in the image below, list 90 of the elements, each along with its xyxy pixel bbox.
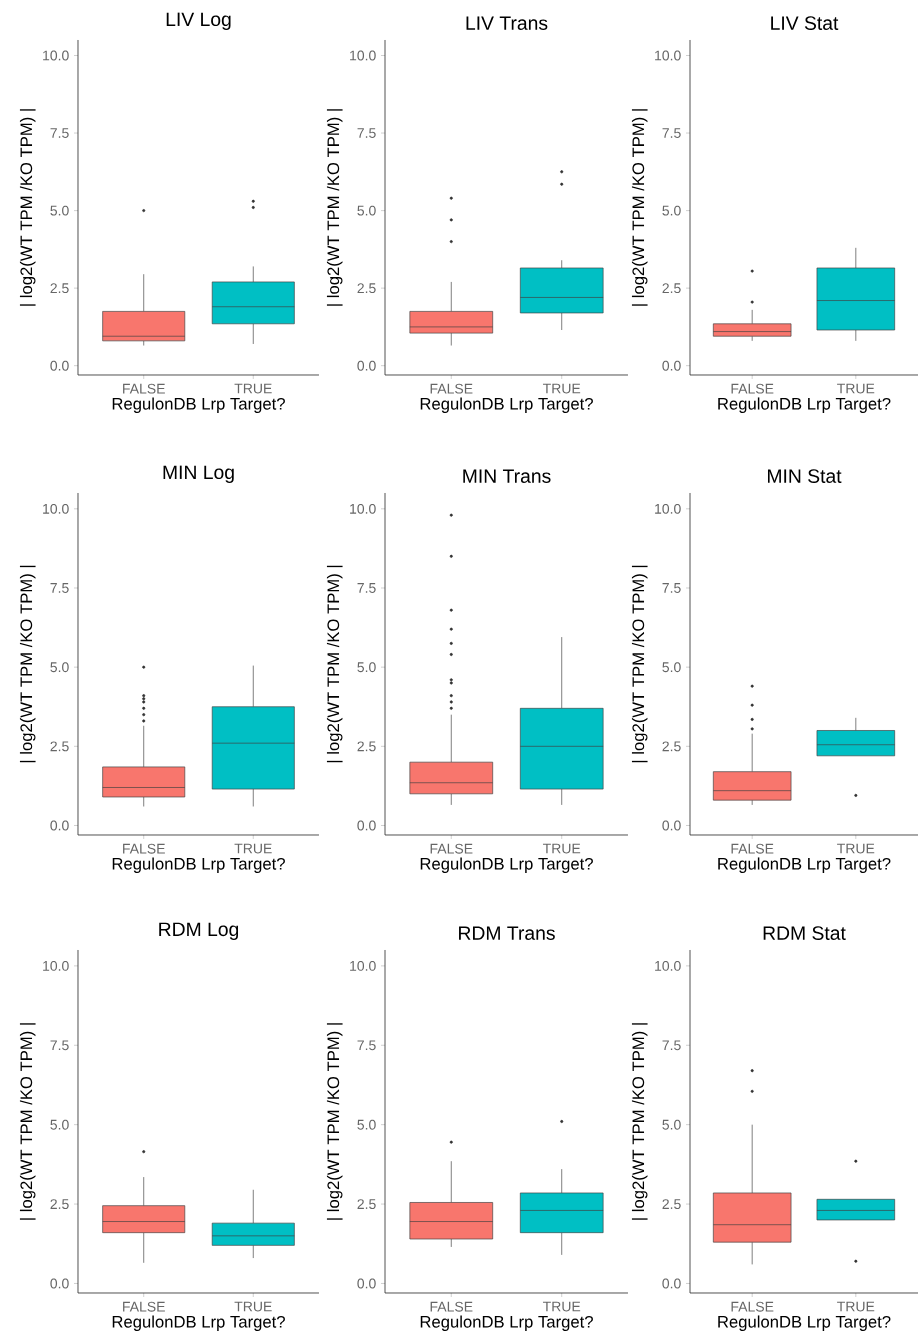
- y-tick-label: 7.5: [662, 583, 681, 593]
- x-tick-label: TRUE: [837, 843, 875, 854]
- x-tick-label: FALSE: [123, 843, 165, 854]
- x-axis-title: RegulonDB Lrp Target?: [718, 397, 891, 413]
- y-axis-title: | log2(WT TPM /KO TPM) |: [326, 1023, 343, 1220]
- y-tick-label: 5.0: [50, 662, 69, 673]
- chart-title: RDM Stat: [763, 926, 846, 940]
- y-tick-label: 0.0: [50, 1278, 69, 1289]
- chart-title: MIN Log: [163, 465, 234, 483]
- y-tick-label: 7.5: [357, 1040, 376, 1051]
- y-tick-label: 10.0: [43, 50, 69, 61]
- x-axis-title: RegulonDB Lrp Target?: [112, 857, 285, 873]
- x-tick-label: FALSE: [731, 383, 774, 394]
- x-axis-title: RegulonDB Lrp Target?: [112, 1315, 285, 1331]
- y-tick-label: 0.0: [50, 360, 69, 371]
- y-tick-label: 5.0: [662, 205, 681, 216]
- y-tick-label: 2.5: [357, 283, 376, 294]
- chart-title: RDM Trans: [459, 926, 555, 940]
- x-tick-label: FALSE: [123, 383, 165, 394]
- x-axis-title: RegulonDB Lrp Target?: [420, 1315, 593, 1331]
- y-tick-label: 7.5: [662, 128, 681, 138]
- x-axis-title: RegulonDB Lrp Target?: [112, 397, 285, 413]
- y-axis-title: | log2(WT TPM /KO TPM) |: [631, 565, 648, 763]
- x-tick-label: FALSE: [123, 1301, 165, 1312]
- x-tick-label: TRUE: [542, 383, 581, 394]
- y-tick-label: 7.5: [662, 1040, 681, 1051]
- y-tick-label: 10.0: [350, 503, 376, 514]
- y-tick-label: 10.0: [350, 960, 376, 971]
- x-tick-label: TRUE: [837, 1301, 875, 1312]
- x-tick-label: TRUE: [234, 383, 272, 394]
- y-tick-label: 2.5: [50, 1199, 69, 1210]
- y-tick-label: 0.0: [662, 1278, 681, 1289]
- y-axis-title: | log2(WT TPM /KO TPM) |: [631, 109, 648, 306]
- y-tick-label: 2.5: [50, 283, 69, 294]
- y-tick-label: 5.0: [357, 662, 376, 673]
- y-tick-label: 5.0: [357, 1119, 376, 1130]
- y-tick-label: 7.5: [50, 1040, 69, 1051]
- y-tick-label: 5.0: [662, 1119, 681, 1130]
- y-axis-title: | log2(WT TPM /KO TPM) |: [326, 565, 343, 763]
- x-axis-title: RegulonDB Lrp Target?: [420, 857, 593, 873]
- x-tick-label: TRUE: [234, 1301, 272, 1312]
- y-tick-label: 2.5: [357, 741, 376, 752]
- x-tick-label: FALSE: [430, 383, 473, 394]
- y-tick-label: 2.5: [662, 741, 681, 752]
- y-axis-title: | log2(WT TPM /KO TPM) |: [19, 565, 36, 763]
- x-axis-title: RegulonDB Lrp Target?: [718, 857, 891, 873]
- y-tick-label: 5.0: [357, 205, 376, 216]
- x-tick-label: FALSE: [430, 843, 473, 854]
- x-axis-title: RegulonDB Lrp Target?: [718, 1315, 891, 1331]
- chart-title: MIN Trans: [463, 469, 551, 483]
- x-axis-title: RegulonDB Lrp Target?: [420, 397, 593, 413]
- y-tick-label: 10.0: [43, 503, 69, 514]
- y-tick-label: 2.5: [662, 283, 681, 294]
- y-tick-label: 0.0: [357, 820, 376, 831]
- chart-title: LIV Trans: [466, 16, 548, 30]
- chart-title: LIV Stat: [771, 16, 839, 30]
- y-tick-label: 7.5: [50, 583, 69, 593]
- chart-title: MIN Stat: [767, 469, 842, 483]
- x-tick-label: TRUE: [837, 383, 875, 394]
- y-tick-label: 0.0: [357, 360, 376, 371]
- y-tick-label: 2.5: [357, 1199, 376, 1210]
- y-tick-label: 5.0: [50, 205, 69, 216]
- y-tick-label: 0.0: [662, 360, 681, 371]
- y-tick-label: 5.0: [662, 662, 681, 673]
- y-axis-title: | log2(WT TPM /KO TPM) |: [19, 109, 36, 306]
- x-tick-label: TRUE: [542, 843, 581, 854]
- y-tick-label: 0.0: [50, 820, 69, 831]
- y-tick-label: 7.5: [357, 128, 376, 138]
- x-tick-label: FALSE: [731, 843, 774, 854]
- chart-title: LIV Log: [166, 12, 231, 30]
- y-tick-label: 10.0: [43, 960, 69, 971]
- y-tick-label: 2.5: [662, 1199, 681, 1210]
- x-tick-label: TRUE: [542, 1301, 581, 1312]
- y-tick-label: 2.5: [50, 741, 69, 752]
- y-axis-title: | log2(WT TPM /KO TPM) |: [19, 1023, 36, 1220]
- y-tick-label: 10.0: [655, 50, 681, 61]
- y-axis-title: | log2(WT TPM /KO TPM) |: [326, 109, 343, 306]
- x-tick-label: FALSE: [430, 1301, 473, 1312]
- y-tick-label: 0.0: [662, 820, 681, 831]
- y-tick-label: 7.5: [357, 583, 376, 593]
- y-tick-label: 5.0: [50, 1119, 69, 1130]
- y-tick-label: 10.0: [655, 503, 681, 514]
- x-tick-label: TRUE: [234, 843, 272, 854]
- y-tick-label: 0.0: [357, 1278, 376, 1289]
- y-tick-label: 7.5: [50, 128, 69, 138]
- chart-title: RDM Log: [159, 922, 239, 940]
- x-tick-label: FALSE: [731, 1301, 774, 1312]
- y-tick-label: 10.0: [655, 960, 681, 971]
- y-tick-label: 10.0: [350, 50, 376, 61]
- y-axis-title: | log2(WT TPM /KO TPM) |: [631, 1023, 648, 1220]
